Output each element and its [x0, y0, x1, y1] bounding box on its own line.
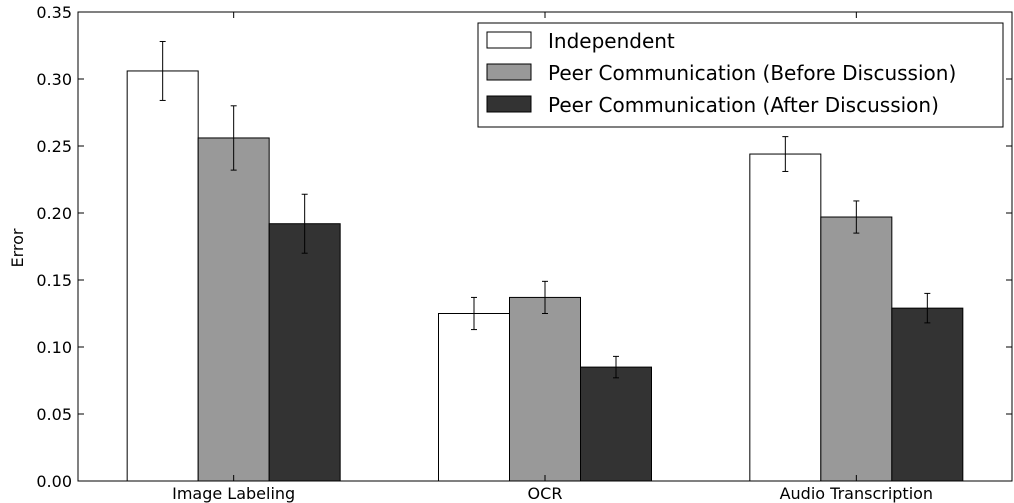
legend-label-0: Independent — [548, 29, 675, 53]
x-axis: Image Labeling OCR Audio Transcription — [172, 12, 933, 503]
legend-label-1: Peer Communication (Before Discussion) — [548, 61, 956, 85]
bar-0-0 — [126, 70, 199, 482]
error-bars-group — [159, 40, 931, 379]
y-tick-label: 0.05 — [36, 405, 72, 424]
y-tick-label: 0.20 — [36, 204, 72, 223]
bar-2-2 — [891, 307, 964, 482]
y-axis-title: Error — [8, 228, 27, 267]
legend-box — [477, 22, 1004, 128]
y-tick-label: 0.35 — [36, 3, 72, 22]
legend-label-2: Peer Communication (After Discussion) — [548, 93, 939, 117]
legend-swatch-2 — [486, 95, 532, 113]
bar-1-2 — [820, 216, 893, 482]
x-tick-label: Audio Transcription — [780, 484, 933, 503]
x-tick-label: OCR — [528, 484, 563, 503]
legend: Independent Peer Communication (Before Di… — [477, 22, 1004, 128]
bar-0-1 — [438, 313, 510, 482]
bar-1-0 — [197, 137, 270, 482]
bar-2-1 — [580, 366, 652, 482]
bar-1-1 — [509, 296, 581, 482]
y-tick-label: 0.00 — [36, 472, 72, 491]
legend-swatch-0 — [486, 31, 532, 49]
y-tick-label: 0.10 — [36, 338, 72, 357]
y-axis: 0.00 0.05 0.10 0.15 0.20 0.25 0.30 0.35 — [36, 3, 1012, 491]
bars-group — [126, 70, 964, 482]
y-tick-label: 0.15 — [36, 271, 72, 290]
y-tick-label: 0.25 — [36, 137, 72, 156]
bar-0-2 — [749, 153, 822, 482]
y-tick-label: 0.30 — [36, 70, 72, 89]
x-tick-label: Image Labeling — [172, 484, 295, 503]
legend-swatch-1 — [486, 63, 532, 81]
bar-2-0 — [268, 223, 341, 482]
